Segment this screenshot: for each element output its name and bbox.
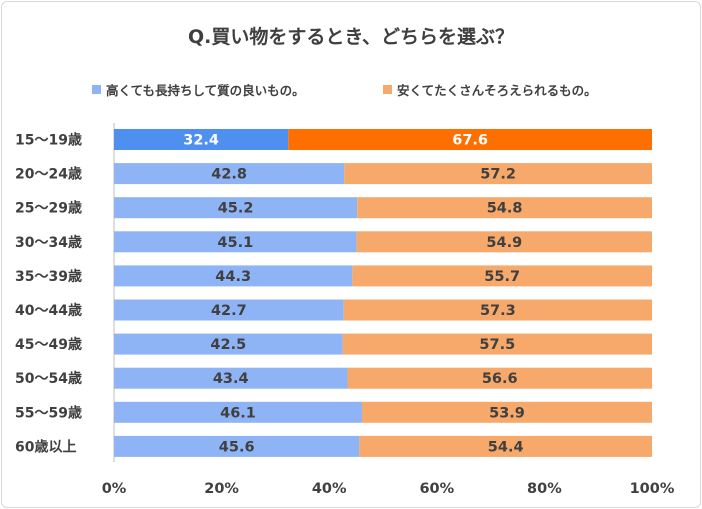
category-label: 20〜24歳 bbox=[15, 166, 82, 183]
bar-quality bbox=[114, 435, 360, 457]
bar-cheap bbox=[342, 333, 652, 355]
bar-quality bbox=[114, 231, 357, 253]
data-label-cheap: 57.5 bbox=[479, 337, 515, 353]
x-tick-label: 60% bbox=[419, 481, 454, 497]
bar-cheap bbox=[356, 231, 652, 253]
bar-quality bbox=[114, 333, 343, 355]
data-label-cheap: 53.9 bbox=[489, 405, 525, 421]
bar-cheap bbox=[347, 367, 652, 389]
data-label-quality: 45.1 bbox=[217, 235, 253, 251]
data-label-quality: 42.7 bbox=[211, 303, 247, 319]
data-label-quality: 45.2 bbox=[218, 201, 254, 217]
data-label-quality: 32.4 bbox=[183, 133, 219, 149]
x-tick-label: 40% bbox=[312, 481, 347, 497]
x-tick-label: 80% bbox=[527, 481, 562, 497]
x-tick-label: 20% bbox=[204, 481, 239, 497]
data-label-cheap: 57.3 bbox=[480, 303, 516, 319]
bar-cheap bbox=[343, 299, 652, 321]
data-label-cheap: 54.8 bbox=[487, 201, 523, 217]
x-tick-label: 0% bbox=[102, 481, 127, 497]
bar-cheap bbox=[288, 129, 652, 150]
bar-quality bbox=[114, 367, 348, 389]
bar-cheap bbox=[344, 163, 652, 185]
data-label-cheap: 54.4 bbox=[488, 439, 524, 455]
data-label-cheap: 57.2 bbox=[480, 167, 516, 183]
data-label-quality: 45.6 bbox=[219, 439, 255, 455]
bar-quality bbox=[114, 299, 344, 321]
data-label-quality: 42.8 bbox=[211, 167, 247, 183]
bar-quality bbox=[114, 401, 363, 423]
data-label-cheap: 55.7 bbox=[484, 269, 520, 285]
bar-cheap bbox=[359, 435, 652, 457]
bar-quality bbox=[114, 265, 353, 287]
category-label: 45〜49歳 bbox=[15, 336, 82, 353]
data-label-quality: 44.3 bbox=[215, 269, 251, 285]
bar-cheap bbox=[357, 197, 652, 219]
bar-quality bbox=[114, 129, 289, 150]
category-label: 50〜54歳 bbox=[15, 370, 82, 387]
data-label-quality: 46.1 bbox=[220, 405, 256, 421]
bar-quality bbox=[114, 197, 358, 219]
data-label-cheap: 67.6 bbox=[452, 133, 488, 149]
bar-cheap bbox=[352, 265, 652, 287]
category-label: 15〜19歳 bbox=[15, 132, 82, 149]
legend-item-quality: 高くても長持ちして質の良いもの。 bbox=[92, 80, 305, 99]
legend-label-quality: 高くても長持ちして質の良いもの。 bbox=[106, 83, 305, 98]
category-label: 35〜39歳 bbox=[15, 268, 82, 285]
category-label: 55〜59歳 bbox=[15, 404, 82, 421]
data-label-cheap: 54.9 bbox=[486, 235, 522, 251]
legend-label-cheap: 安くてたくさんそろえられるもの。 bbox=[397, 83, 597, 98]
x-tick-label: 100% bbox=[630, 481, 675, 497]
legend-swatch-cheap bbox=[383, 85, 392, 94]
legend-item-cheap: 安くてたくさんそろえられるもの。 bbox=[383, 80, 597, 99]
category-label: 30〜34歳 bbox=[15, 234, 82, 251]
category-label: 40〜44歳 bbox=[15, 302, 82, 319]
category-label: 60歳以上 bbox=[15, 438, 76, 455]
data-label-cheap: 56.6 bbox=[482, 371, 518, 387]
data-label-quality: 42.5 bbox=[210, 337, 246, 353]
bar-quality bbox=[114, 163, 345, 185]
category-label: 25〜29歳 bbox=[15, 200, 82, 217]
legend: 高くても長持ちして質の良いもの。 安くてたくさんそろえられるもの。 bbox=[0, 80, 702, 100]
bar-cheap bbox=[362, 401, 652, 423]
legend-swatch-quality bbox=[92, 85, 101, 94]
data-label-quality: 43.4 bbox=[213, 371, 249, 387]
chart-title: Q.買い物をするとき、どちらを選ぶ？ bbox=[187, 26, 515, 48]
